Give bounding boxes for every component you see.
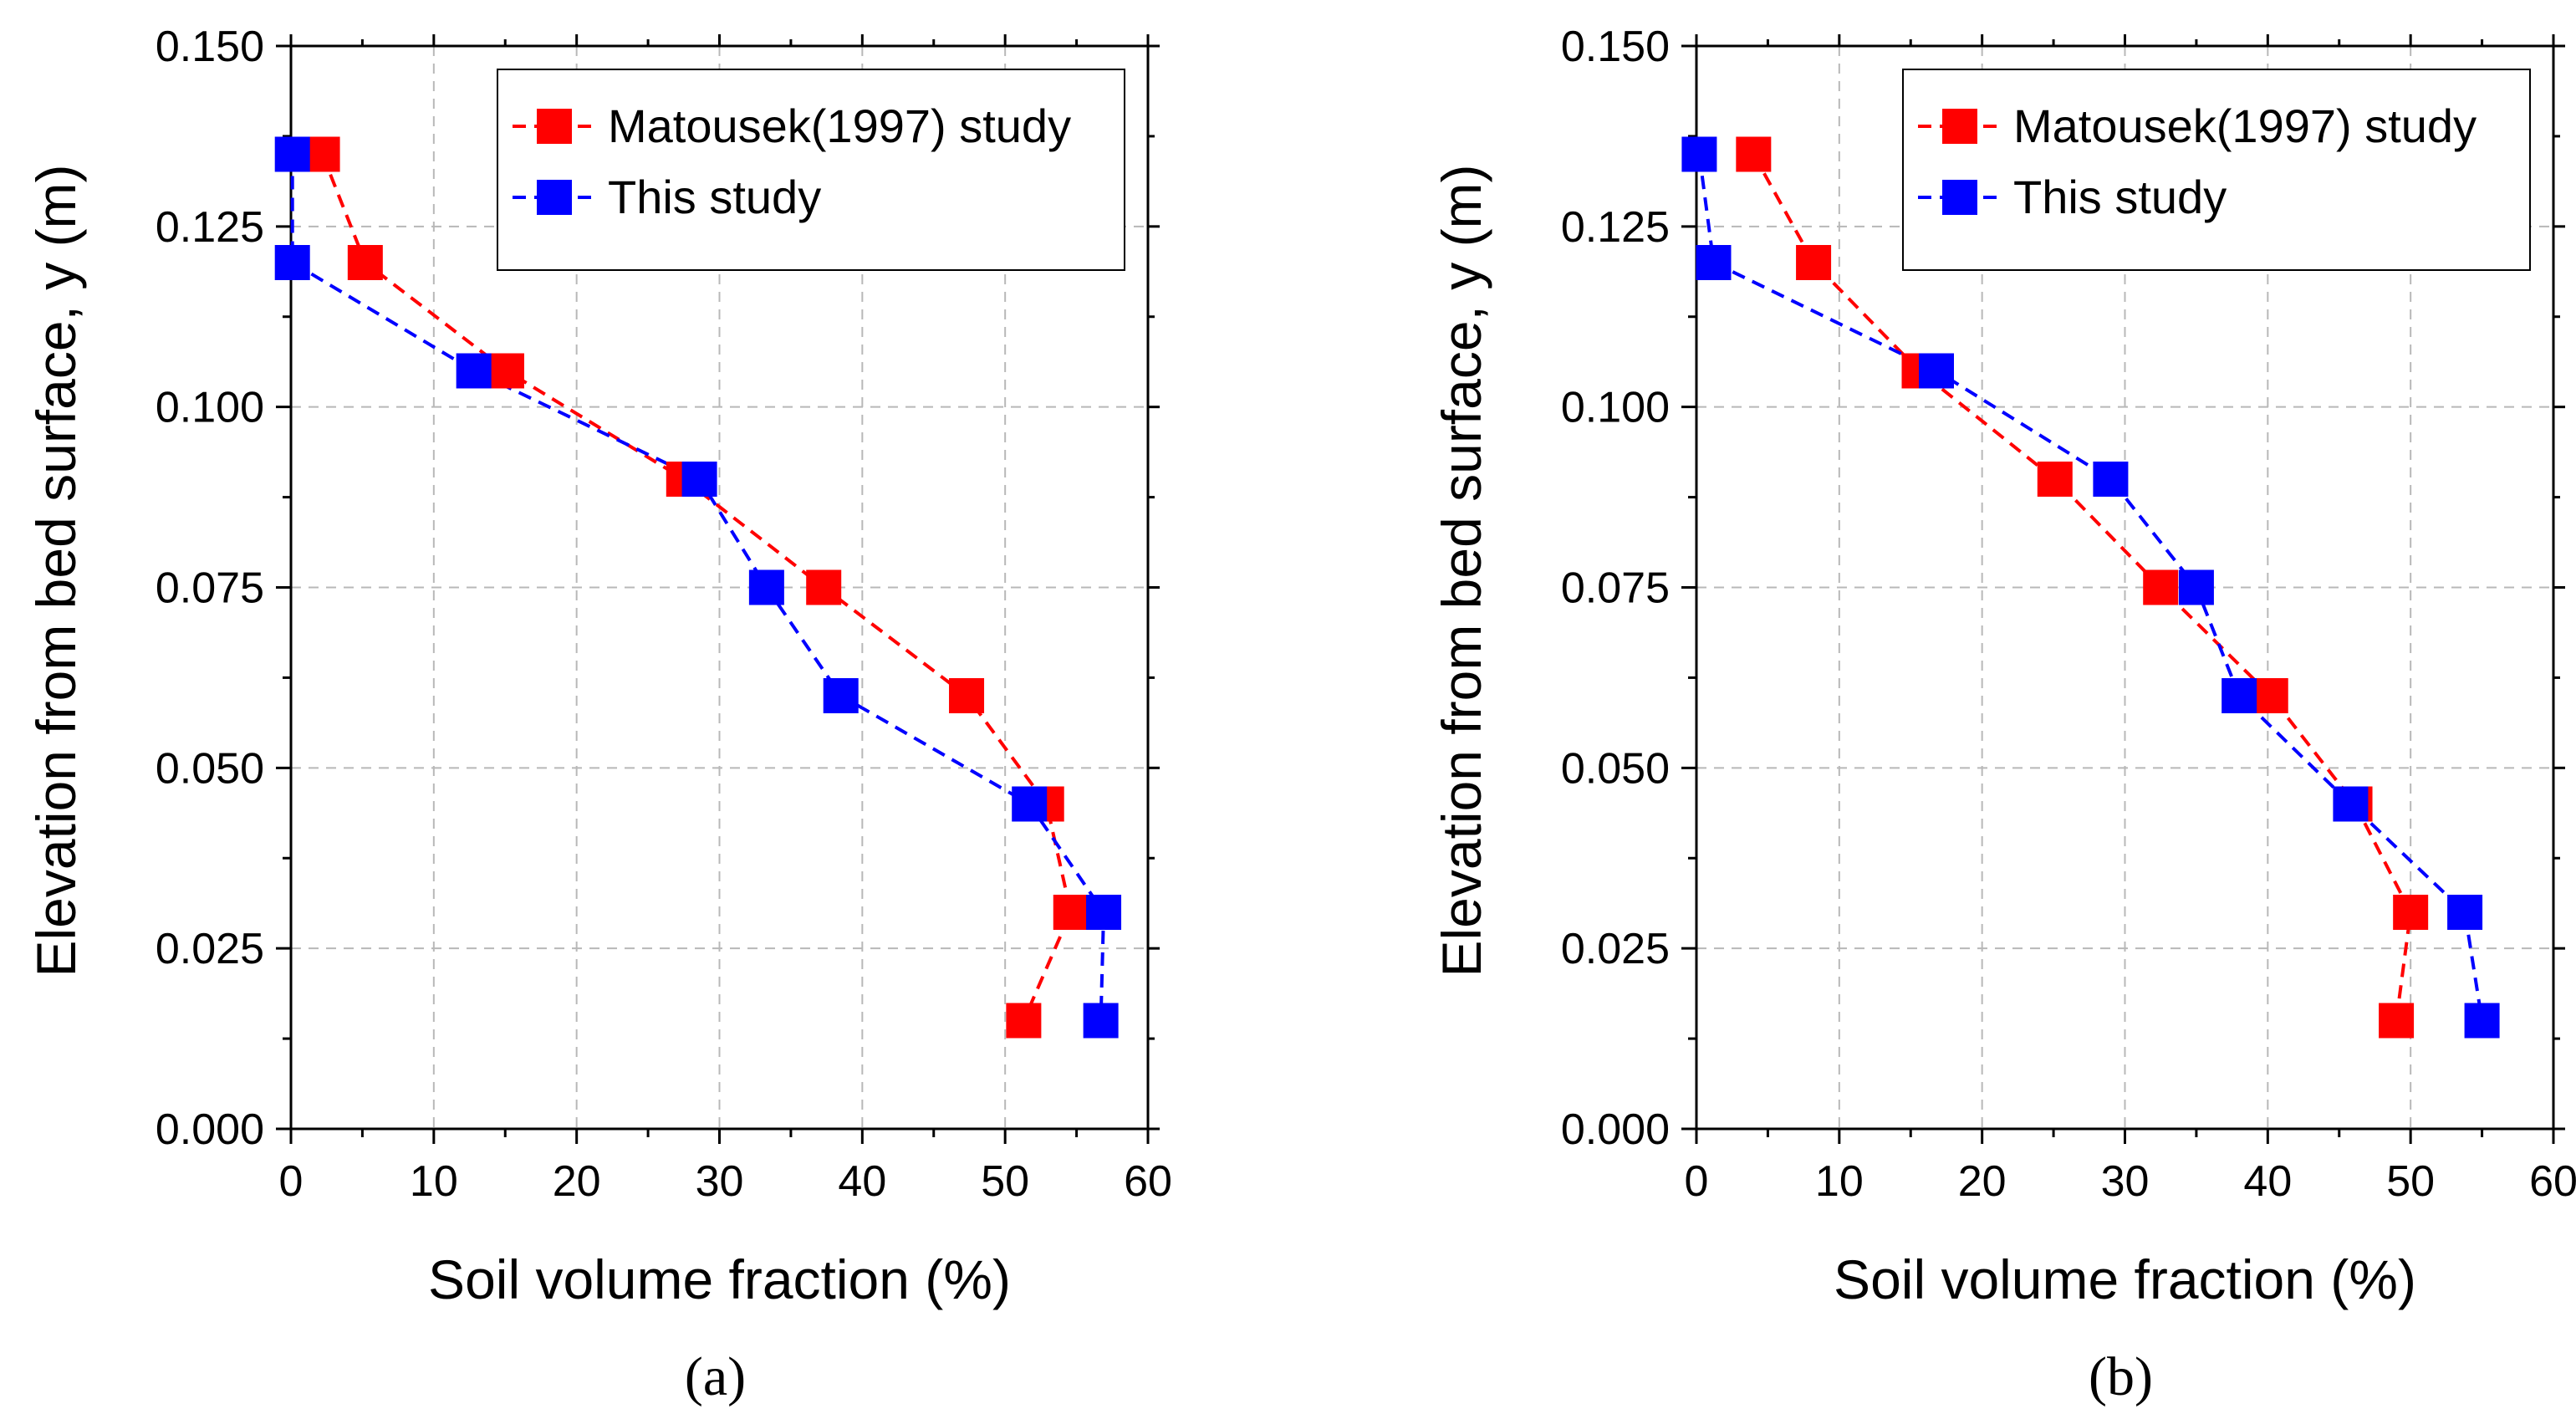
legend-label: This study bbox=[2013, 171, 2227, 223]
legend-label: Matousek(1997) study bbox=[2013, 100, 2477, 152]
x-tick-label: 10 bbox=[1815, 1157, 1864, 1206]
data-point-this-study bbox=[2447, 895, 2483, 930]
x-tick-label: 20 bbox=[1958, 1157, 2007, 1206]
data-point-matousek bbox=[2393, 895, 2429, 930]
y-axis-title: Elevation from bed surface, y (m) bbox=[1431, 164, 1492, 977]
data-point-this-study bbox=[274, 245, 310, 280]
legend-marker bbox=[537, 109, 572, 144]
y-tick-label: 0.150 bbox=[156, 23, 264, 71]
data-point-this-study bbox=[1919, 353, 1954, 389]
x-axis-title: Soil volume fraction (%) bbox=[428, 1248, 1011, 1310]
data-point-matousek bbox=[347, 245, 383, 280]
panel-a: 0 10 20 30 40 50 60 0.000 0.025 0.050 0.075 0.100 0.… bbox=[25, 23, 1172, 1407]
data-point-this-study bbox=[2093, 462, 2129, 497]
data-point-this-study bbox=[274, 136, 310, 172]
y-tick-label: 0.075 bbox=[1561, 564, 1670, 613]
data-point-this-study bbox=[1696, 245, 1732, 280]
x-tick-label: 10 bbox=[410, 1157, 458, 1206]
y-tick-label: 0.000 bbox=[156, 1105, 264, 1154]
data-point-matousek bbox=[488, 353, 524, 389]
data-point-this-study bbox=[748, 569, 784, 605]
y-tick-label: 0.100 bbox=[156, 384, 264, 432]
data-point-this-study bbox=[1086, 895, 1122, 930]
y-tick-label: 0.050 bbox=[1561, 744, 1670, 793]
x-tick-label: 40 bbox=[2243, 1157, 2292, 1206]
legend-marker bbox=[537, 180, 572, 215]
data-point-matousek bbox=[949, 678, 985, 713]
y-tick-label: 0.125 bbox=[156, 203, 264, 252]
data-point-matousek bbox=[2379, 1003, 2415, 1039]
legend-label: Matousek(1997) study bbox=[608, 100, 1071, 152]
x-tick-label: 40 bbox=[838, 1157, 886, 1206]
y-tick-label: 0.050 bbox=[156, 744, 264, 793]
data-point-matousek bbox=[1006, 1003, 1042, 1039]
y-tick-label: 0.025 bbox=[1561, 925, 1670, 973]
data-point-this-study bbox=[456, 353, 492, 389]
data-point-matousek bbox=[1736, 136, 1772, 172]
data-point-this-study bbox=[681, 462, 717, 497]
x-tick-label: 50 bbox=[2386, 1157, 2435, 1206]
legend-marker bbox=[1942, 180, 1977, 215]
y-tick-label: 0.025 bbox=[156, 925, 264, 973]
data-point-matousek bbox=[2252, 678, 2288, 713]
legend-box bbox=[1902, 69, 2531, 271]
y-tick-label: 0.100 bbox=[1561, 384, 1670, 432]
x-tick-label: 60 bbox=[1124, 1157, 1172, 1206]
legend-marker bbox=[1942, 109, 1977, 144]
data-point-matousek bbox=[304, 136, 340, 172]
panel-b: 0 10 20 30 40 50 60 0.000 0.025 0.050 0.075 0.100 0.… bbox=[1431, 23, 2576, 1407]
legend-label: This study bbox=[608, 171, 821, 223]
y-tick-label: 0.000 bbox=[1561, 1105, 1670, 1154]
x-tick-label: 0 bbox=[279, 1157, 304, 1206]
y-tick-label: 0.150 bbox=[1561, 23, 1670, 71]
data-point-this-study bbox=[2178, 569, 2214, 605]
data-point-this-study bbox=[823, 678, 859, 713]
x-tick-label: 60 bbox=[2529, 1157, 2576, 1206]
legend-box bbox=[497, 69, 1125, 271]
x-axis-title: Soil volume fraction (%) bbox=[1834, 1248, 2416, 1310]
x-tick-label: 20 bbox=[553, 1157, 601, 1206]
data-point-this-study bbox=[2333, 786, 2369, 822]
x-tick-label: 50 bbox=[981, 1157, 1029, 1206]
data-point-matousek bbox=[806, 569, 842, 605]
panel-label: (a) bbox=[685, 1346, 746, 1407]
x-tick-label: 30 bbox=[2101, 1157, 2150, 1206]
x-tick-label: 30 bbox=[696, 1157, 744, 1206]
data-point-this-study bbox=[1083, 1003, 1119, 1039]
data-point-this-study bbox=[2221, 678, 2257, 713]
x-tick-label: 0 bbox=[1685, 1157, 1709, 1206]
data-point-this-study bbox=[2464, 1003, 2500, 1039]
data-point-this-study bbox=[1681, 136, 1717, 172]
data-point-matousek bbox=[1796, 245, 1832, 280]
data-point-matousek bbox=[2143, 569, 2179, 605]
y-tick-label: 0.125 bbox=[1561, 203, 1670, 252]
data-point-matousek bbox=[1053, 895, 1089, 930]
data-point-matousek bbox=[2037, 462, 2073, 497]
panel-label: (b) bbox=[2089, 1346, 2153, 1407]
y-tick-label: 0.075 bbox=[156, 564, 264, 613]
y-axis-title: Elevation from bed surface, y (m) bbox=[25, 164, 87, 977]
data-point-this-study bbox=[1012, 786, 1048, 822]
